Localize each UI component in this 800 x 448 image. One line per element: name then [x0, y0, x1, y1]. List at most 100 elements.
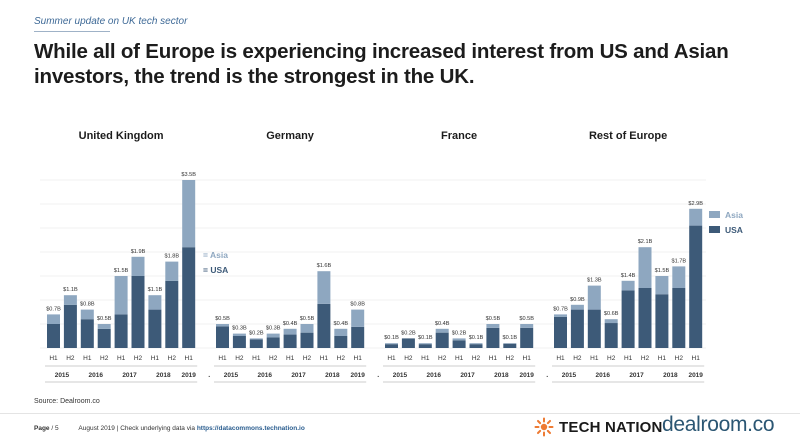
year-tick-label: 2017 [291, 372, 306, 379]
bar-usa [418, 344, 432, 348]
page-number: 5 [54, 425, 59, 432]
period-tick-label: H1 [286, 355, 295, 362]
period-tick-label: H2 [607, 355, 616, 362]
year-tick-label: 2017 [629, 372, 644, 379]
dealroom-logo: dealroom.co [662, 413, 775, 436]
period-tick-label: H2 [675, 355, 684, 362]
bar-usa [131, 276, 145, 348]
year-tick-label: 2017 [122, 372, 137, 379]
footer-divider [0, 413, 800, 414]
year-tick-label: 2016 [596, 372, 611, 379]
bar-total-label: $0.1B [469, 335, 484, 341]
bar-total-label: $0.6B [604, 311, 619, 317]
period-tick-label: H1 [387, 355, 396, 362]
period-tick-label: H1 [692, 355, 701, 362]
slide-title: While all of Europe is experiencing incr… [34, 40, 729, 88]
bar-total-label: $2.1B [638, 239, 653, 245]
year-tick-label: 2016 [258, 372, 273, 379]
period-tick-label: H1 [523, 355, 532, 362]
bar-total-label: $0.2B [401, 330, 416, 336]
period-tick-label: H2 [66, 355, 75, 362]
bar-asia [131, 256, 145, 276]
bar-asia [182, 180, 196, 248]
bar-usa [266, 337, 280, 348]
period-tick-label: H1 [83, 355, 92, 362]
bar-total-label: $0.4B [283, 321, 298, 327]
bar-total-label: $0.7B [553, 306, 568, 312]
bar-asia [317, 271, 331, 304]
page-label: Page [34, 425, 50, 432]
bar-asia [570, 304, 584, 310]
period-tick-label: H1 [117, 355, 126, 362]
bar-total-label: $1.8B [164, 254, 179, 260]
bar-asia [97, 324, 111, 329]
bar-asia [148, 295, 162, 310]
year-tick-label: 2019 [181, 372, 196, 379]
bar-total-label: $0.5B [300, 316, 315, 322]
bar-asia [47, 314, 60, 324]
year-tick-label: 2015 [55, 372, 70, 379]
bar-usa [165, 280, 179, 348]
bar-asia [655, 276, 669, 295]
bar-asia [334, 328, 348, 336]
bar-asia [351, 309, 365, 327]
bar-total-label: $1.1B [148, 287, 163, 293]
bar-total-label: $0.3B [266, 326, 281, 332]
bar-total-label: $0.5B [215, 316, 230, 322]
bar-usa [486, 327, 500, 348]
bar-asia [672, 266, 686, 288]
group-separator: . [377, 372, 379, 379]
bar-asia [520, 324, 534, 328]
tech-nation-wordmark: TECH NATION [559, 418, 663, 436]
footer-note: August 2019 | Check underlying data via [78, 425, 197, 432]
year-tick-label: 2015 [224, 372, 239, 379]
group-title: Germany [266, 130, 315, 142]
period-tick-label: H1 [455, 355, 464, 362]
group-title: Rest of Europe [589, 130, 667, 142]
bar-total-label: $1.3B [587, 278, 602, 284]
bar-usa [570, 309, 584, 348]
period-tick-label: H2 [641, 355, 650, 362]
bar-total-label: $1.6B [317, 263, 332, 269]
legend-label-asia: Asia [725, 210, 743, 220]
bar-usa [587, 309, 601, 348]
period-tick-label: H1 [218, 355, 227, 362]
bar-asia [587, 285, 601, 310]
bar-usa [638, 288, 652, 348]
bar-usa [97, 328, 111, 348]
bar-asia [385, 343, 398, 345]
period-tick-label: H2 [472, 355, 481, 362]
period-tick-label: H2 [438, 355, 447, 362]
bar-usa [520, 327, 534, 348]
period-tick-label: H1 [252, 355, 261, 362]
period-tick-label: H1 [421, 355, 430, 362]
bar-total-label: $0.2B [452, 330, 467, 336]
datacommons-link[interactable]: https://datacommons.technation.io [196, 425, 305, 432]
bar-total-label: $1.9B [131, 249, 146, 255]
bar-asia [266, 333, 280, 338]
bar-total-label: $0.1B [384, 335, 399, 341]
period-tick-label: H1 [320, 355, 329, 362]
bar-usa [232, 336, 246, 348]
page-separator: / [49, 425, 55, 432]
bar-asia [80, 309, 94, 320]
year-tick-label: 2019 [688, 372, 703, 379]
bar-usa [283, 334, 297, 348]
period-tick-label: H1 [658, 355, 667, 362]
year-tick-label: 2019 [519, 372, 534, 379]
period-tick-label: H1 [590, 355, 599, 362]
period-tick-label: H1 [185, 355, 194, 362]
year-tick-label: 2018 [663, 372, 678, 379]
year-tick-label: 2016 [427, 372, 442, 379]
bar-total-label: $0.5B [519, 316, 534, 322]
year-tick-label: 2018 [156, 372, 171, 379]
legend-swatch-usa [709, 226, 720, 233]
bar-usa [655, 294, 669, 348]
source-note: Source: Dealroom.co [34, 398, 100, 405]
bar-usa [604, 323, 618, 348]
year-tick-label: 2015 [562, 372, 577, 379]
bar-total-label: $1.4B [621, 273, 636, 279]
report-subtitle: Summer update on UK tech sector [34, 16, 188, 27]
subtitle-underline [34, 31, 110, 32]
bar-usa [452, 340, 466, 348]
